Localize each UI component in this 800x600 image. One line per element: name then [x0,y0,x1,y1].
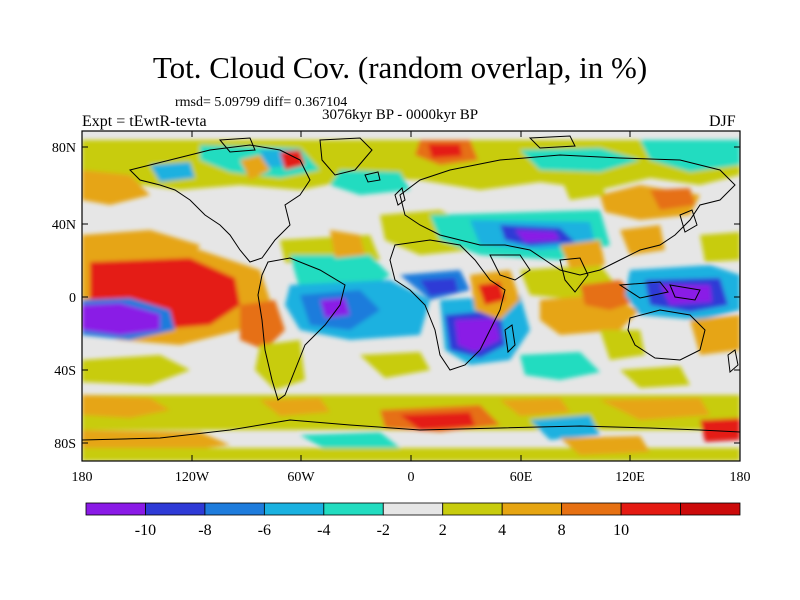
colorbar-label: -8 [198,522,211,539]
lat-label-80s: 80S [54,437,76,452]
lat-label-80n: 80N [52,141,76,156]
cloud-anomaly-field [82,131,740,461]
indonesia-coast [618,281,669,299]
colorbar-labels: -10 -8 -6 -4 -2 2 4 8 10 [135,522,629,539]
lon-label-0: 0 [408,470,415,485]
lon-label-180w: 180 [72,470,93,485]
colorbar-swatch [442,502,503,516]
africa-coast [389,239,506,371]
north-america-coast [129,144,311,263]
colorbar-label: -2 [377,522,390,539]
colorbar-label: 10 [613,522,629,539]
colorbar-swatch [501,502,563,516]
colorbar-swatch [561,502,622,516]
lat-label-0: 0 [69,291,76,306]
arctic-islands-coast [218,137,256,153]
arabia-coast [489,254,531,281]
south-america-coast [257,257,346,401]
lon-label-180e: 180 [730,470,751,485]
siberian-islands-coast [528,135,576,149]
lon-label-60e: 60E [510,470,533,485]
antarctica-coast [82,419,740,441]
uk-coast [394,187,406,206]
map-title: Tot. Cloud Cov. (random overlap, in %) [152,50,648,85]
colorbar-label: 2 [439,522,447,539]
colorbar-swatch [620,502,681,516]
lon-label-120w: 120W [175,470,210,485]
experiment-label: Expt = tEwtR-tevta [82,113,207,130]
lon-label-60w: 60W [287,470,315,485]
japan-coast [679,209,698,233]
colorbar-label: -6 [258,522,271,539]
colorbar-swatch [145,502,206,516]
lon-label-120e: 120E [615,470,645,485]
madagascar-coast [504,324,516,354]
eurasia-coast [399,154,736,276]
season-label: DJF [709,113,736,130]
colorbar-label: 8 [558,522,566,539]
colorbar-label: 4 [498,522,506,539]
period-text: 3076kyr BP - 0000kyr BP [322,107,479,123]
stats-text: rmsd= 5.09799 diff= 0.367104 [175,95,348,110]
australia-coast [627,309,706,361]
colorbar [85,502,741,516]
lat-label-40n: 40N [52,218,76,233]
colorbar-label: -4 [317,522,330,539]
colorbar-swatch [204,502,265,516]
new-zealand-coast [727,349,739,374]
latitude-axis: 80N 40N 0 40S 80S [52,141,740,452]
coastlines [82,135,740,441]
lat-label-40s: 40S [54,364,76,379]
iceland-coast [364,171,381,183]
colorbar-swatch [323,502,384,516]
colorbar-swatch [85,502,146,516]
colorbar-label: -10 [135,522,156,539]
greenland-coast [319,137,373,176]
colorbar-swatch [382,502,444,516]
new-guinea-coast [669,284,701,301]
india-coast [559,257,589,293]
colorbar-swatch [680,502,741,516]
colorbar-swatch [263,502,325,516]
longitude-axis: 180 120W 60W 0 60E 120E 180 [72,131,751,485]
